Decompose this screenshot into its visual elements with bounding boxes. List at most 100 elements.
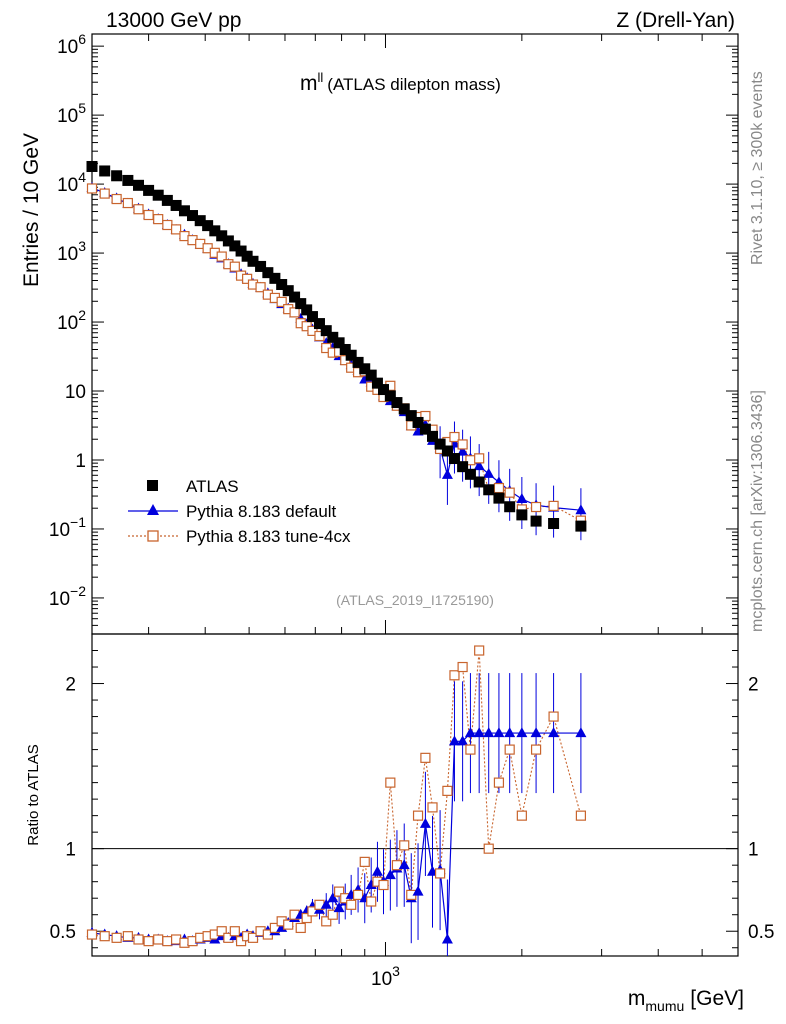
point-atlas: [333, 337, 345, 349]
y-tick-exp: 5: [78, 100, 86, 116]
ratio-point-tune: [327, 909, 338, 920]
point-atlas: [516, 509, 528, 521]
legend-marker-atlas: [147, 480, 158, 491]
mcplots-label: mcplots.cern.ch [arXiv:1306.3436]: [749, 390, 766, 632]
point-atlas: [412, 416, 424, 428]
legend: ATLAS Pythia 8.183 default Pythia 8.183 …: [128, 477, 351, 546]
point-atlas: [276, 279, 288, 291]
legend-label-atlas: ATLAS: [186, 477, 239, 496]
ratio-point-default: [384, 869, 396, 880]
point-tune: [493, 482, 505, 494]
ratio-point-tune: [295, 922, 306, 934]
point-tune: [449, 431, 460, 443]
ratio-point-tune: [493, 777, 505, 788]
point-atlas: [306, 311, 318, 323]
point-tune: [548, 500, 559, 511]
point-atlas: [170, 199, 182, 211]
ratio-point-tune: [399, 840, 410, 851]
point-atlas: [457, 461, 469, 473]
y-tick-base: 10: [57, 106, 78, 127]
main-title-symbol: m: [300, 72, 318, 95]
legend-marker-tune: [147, 530, 159, 542]
point-tune: [307, 325, 318, 336]
y-tick-label-main: 104: [57, 169, 86, 196]
y-tick-label-main: 10: [65, 382, 86, 403]
y-tick-label-main: 105: [57, 100, 86, 127]
point-atlas: [122, 174, 134, 186]
ratio-point-tune: [229, 926, 240, 937]
y-tick-base: 10: [57, 37, 78, 58]
point-atlas: [86, 160, 98, 172]
point-atlas: [209, 225, 221, 237]
point-tune: [276, 296, 287, 307]
y-tick-exp: 3: [78, 238, 86, 254]
point-atlas: [365, 369, 377, 381]
ratio-point-default: [575, 727, 587, 738]
y-tick-base: 10: [57, 175, 78, 196]
point-atlas: [575, 520, 587, 532]
point-atlas: [398, 403, 410, 415]
point-atlas: [339, 343, 351, 355]
ratio-point-tune: [352, 889, 364, 901]
rivet-label: Rivet 3.1.10, ≥ 300k events: [749, 71, 766, 265]
point-default: [441, 468, 453, 479]
point-atlas: [161, 194, 173, 206]
point-atlas: [473, 476, 485, 488]
y-tick-label-main: 10−1: [49, 514, 86, 541]
point-atlas: [345, 349, 357, 361]
y-tick-label-ratio-right: 0.5: [748, 922, 774, 943]
point-atlas: [504, 501, 516, 513]
ratio-point-tune: [346, 899, 357, 910]
point-tune: [420, 410, 431, 422]
ratio-point-tune: [378, 879, 389, 891]
point-tune: [99, 188, 110, 199]
point-atlas: [202, 220, 214, 232]
point-atlas: [427, 430, 439, 442]
point-atlas: [216, 230, 228, 242]
point-atlas: [282, 285, 294, 297]
ratio-point-tune: [283, 919, 294, 930]
point-atlas: [133, 179, 145, 191]
ratio-point-default: [516, 727, 528, 738]
y-tick-base: 10: [49, 589, 70, 610]
legend-marker-default: [147, 504, 159, 515]
point-atlas: [378, 384, 390, 396]
point-atlas: [441, 445, 453, 457]
ratio-point-tune: [111, 932, 122, 943]
point-atlas: [301, 304, 313, 316]
point-tune: [255, 282, 266, 293]
ratio-point-tune: [99, 931, 110, 942]
point-atlas: [359, 363, 371, 375]
x-axis-label: mmumu [GeV]: [628, 987, 744, 1014]
point-atlas: [247, 255, 259, 267]
point-tune: [474, 453, 485, 464]
y-tick-base: 10: [65, 382, 86, 403]
point-atlas: [235, 245, 247, 257]
ratio-point-tune: [420, 752, 431, 763]
point-atlas: [405, 410, 417, 422]
point-tune: [162, 219, 173, 231]
ratio-point-default: [504, 727, 516, 738]
ratio-point-default: [457, 735, 469, 746]
point-atlas: [434, 438, 446, 450]
ratio-point-tune: [516, 810, 527, 821]
ratio-point-default: [441, 933, 453, 944]
ratio-point-default: [412, 885, 424, 896]
point-atlas: [483, 484, 495, 496]
point-atlas: [289, 291, 301, 303]
ratio-point-tune: [153, 934, 164, 945]
point-atlas: [493, 492, 505, 504]
ratio-point-tune: [86, 929, 98, 940]
ratio-point-default: [483, 727, 495, 738]
point-atlas: [320, 325, 332, 337]
point-tune: [143, 209, 154, 221]
x-axis-label-sub: mumu: [645, 998, 684, 1014]
ratio-point-tune: [548, 711, 559, 722]
point-atlas: [229, 240, 241, 252]
point-atlas: [241, 250, 253, 262]
point-tune: [133, 204, 144, 215]
ratio-point-tune: [530, 744, 542, 755]
point-atlas: [530, 515, 542, 527]
ratio-point-tune: [366, 896, 377, 907]
